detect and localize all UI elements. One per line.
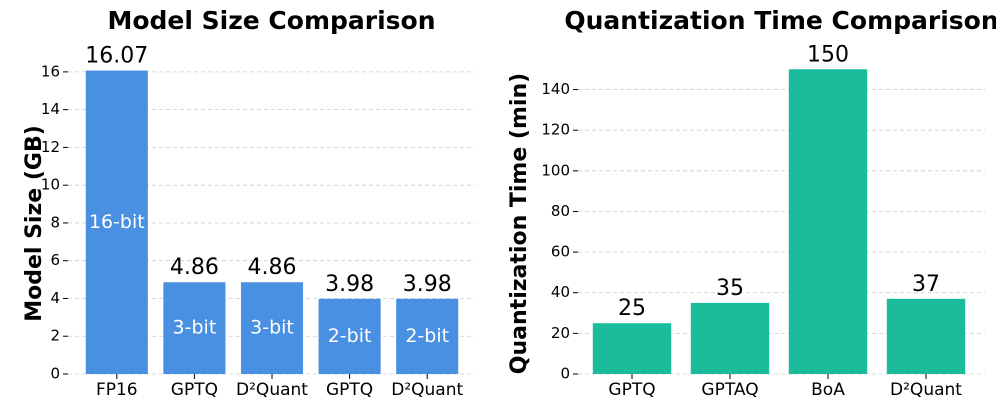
value-label: 35 [716,276,744,301]
bar [396,298,459,374]
bar [163,282,226,374]
value-label: 16.07 [85,44,148,69]
y-tick-label: 60 [551,243,570,261]
y-axis-label: Quantization Time (min) [507,73,532,374]
bar-label: 3-bit [250,317,294,339]
y-axis-label: Model Size (GB) [22,125,47,322]
x-tick-label: GPTQ [326,380,373,400]
bar [886,298,966,374]
x-tick-label: GPTQ [171,380,218,400]
x-tick-label: GPTAQ [701,380,758,400]
bar-label: 2-bit [328,325,372,347]
value-label: 4.86 [170,255,219,280]
x-tick-label: D²Quant [236,380,308,400]
y-tick-label: 8 [50,213,60,231]
bar-label: 3-bit [173,317,217,339]
chart-title: Quantization Time Comparison [564,6,996,35]
y-tick-label: 10 [41,176,60,194]
y-tick-label: 80 [551,202,570,220]
y-tick-label: 120 [541,121,570,139]
y-tick-label: 6 [50,251,60,269]
y-tick-label: 2 [50,327,60,345]
y-tick-label: 140 [541,80,570,98]
value-label: 3.98 [403,272,452,297]
bar [788,69,868,374]
chart-title: Model Size Comparison [107,6,435,35]
bar-label: 2-bit [405,325,449,347]
bar-label: 16-bit [89,211,145,233]
y-tick-label: 16 [41,62,60,80]
y-tick-label: 40 [551,283,570,301]
x-tick-label: FP16 [96,380,138,400]
x-tick-label: D²Quant [391,380,463,400]
bar [318,298,381,374]
y-tick-label: 0 [50,365,60,383]
y-tick-label: 12 [41,138,60,156]
y-tick-label: 4 [50,289,60,307]
y-tick-label: 0 [560,365,570,383]
bar [592,323,672,374]
y-tick-label: 100 [541,161,570,179]
value-label: 4.86 [248,255,297,280]
bar [690,302,770,374]
value-label: 37 [912,272,940,297]
bar [85,70,148,375]
x-tick-label: GPTQ [608,380,655,400]
y-tick-label: 20 [551,324,570,342]
value-label: 25 [618,296,646,321]
bar [240,282,304,374]
x-tick-label: BoA [811,380,845,400]
value-label: 150 [807,42,849,67]
value-label: 3.98 [325,272,374,297]
y-tick-label: 14 [41,100,60,118]
x-tick-label: D²Quant [890,380,962,400]
